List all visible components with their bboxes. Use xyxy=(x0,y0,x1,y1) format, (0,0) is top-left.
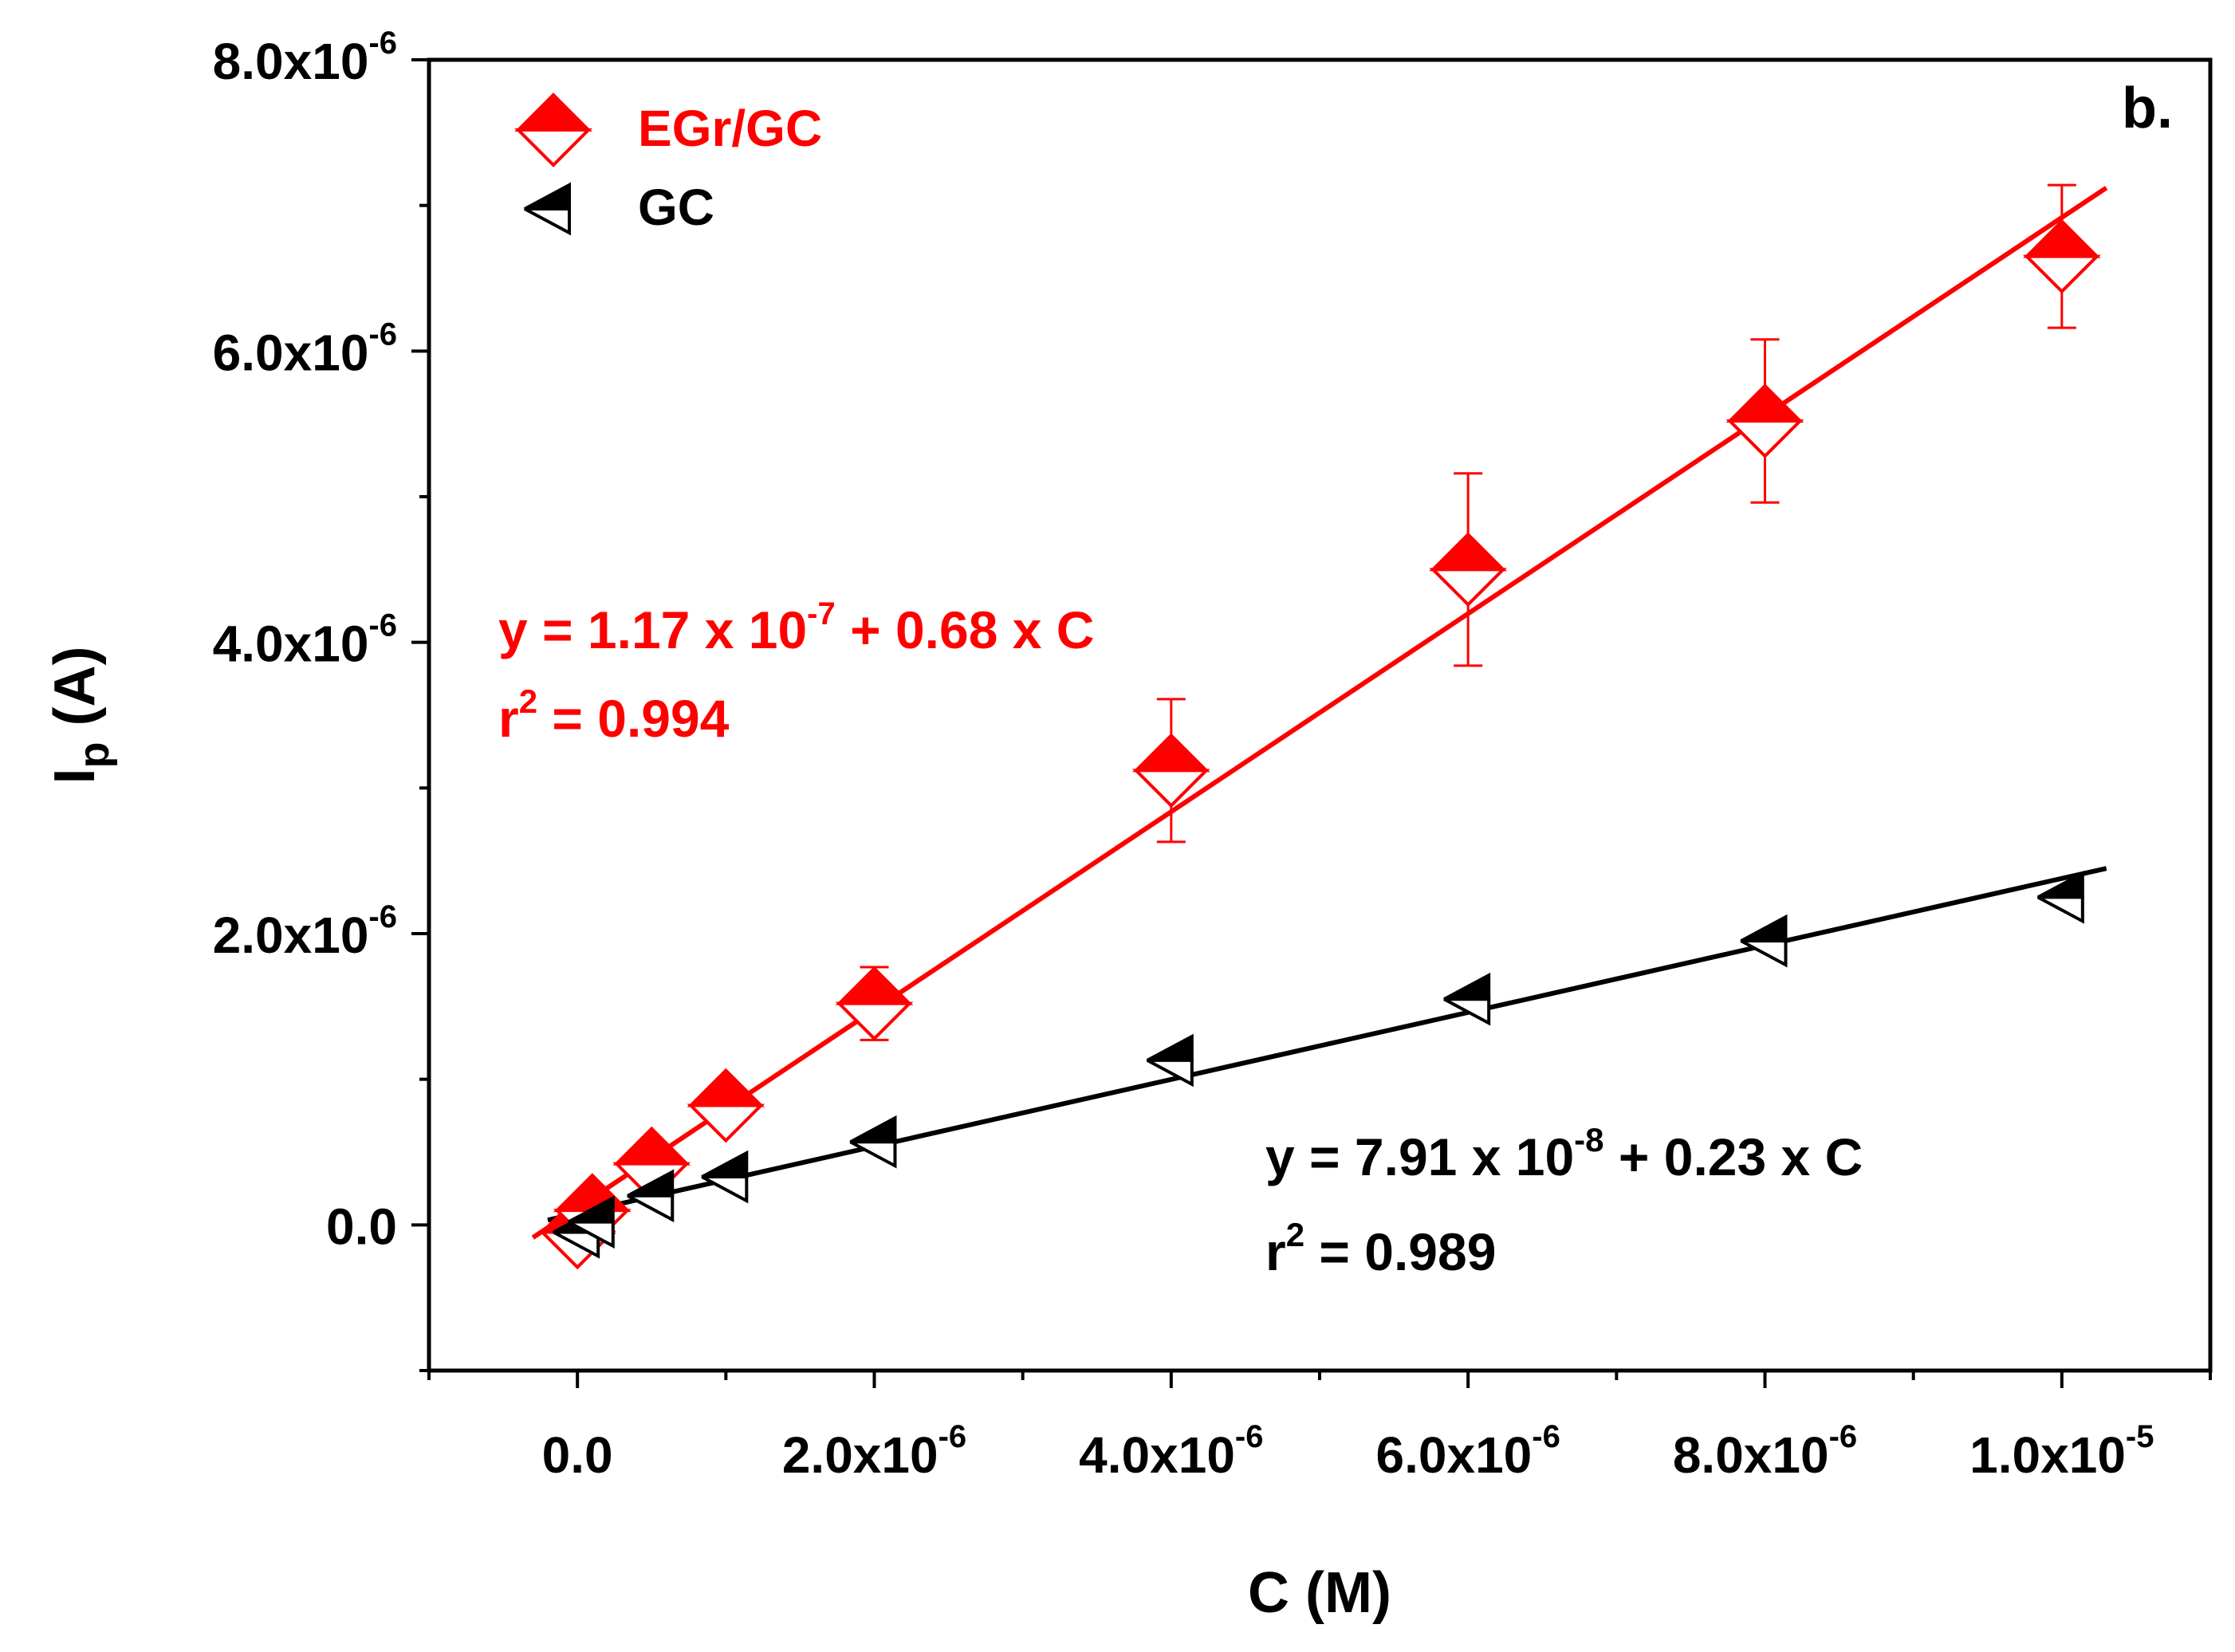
equation-egr-gc: y = 1.17 x 10-7 + 0.68 x C r2 = 0.994 xyxy=(498,596,1094,748)
data-point-egr-gc xyxy=(687,1068,765,1143)
y-tick-exponent: -6 xyxy=(368,317,397,352)
marker-diamond-bottom xyxy=(1429,568,1507,608)
y-tick-label: 2.0x10-6 xyxy=(213,899,397,964)
data-point-gc xyxy=(1443,972,1491,1026)
y-axis-title-main: I xyxy=(43,768,107,784)
data-points xyxy=(538,218,2101,1270)
y-tick-mantissa: 4.0x10 xyxy=(213,616,369,673)
legend-marker-egr-gc xyxy=(514,92,592,167)
x-tick-mantissa: 1.0x10 xyxy=(1969,1426,2126,1484)
data-point-gc xyxy=(849,1115,897,1169)
y-tick-exponent: -6 xyxy=(368,899,397,934)
legend-label-gc: GC xyxy=(638,179,714,236)
y-tick-exponent: -6 xyxy=(368,26,397,61)
equation-gc: y = 7.91 x 10-8 + 0.23 x C r2 = 0.989 xyxy=(1265,1121,1863,1281)
marker-diamond-bottom xyxy=(687,1103,765,1143)
data-point-gc xyxy=(1740,914,1788,968)
panel-label: b. xyxy=(2122,77,2173,140)
marker-triangle-bottom xyxy=(627,1194,675,1223)
tick-labels: 0.0 2.0x10-6 4.0x10-6 6.0x10-6 8.0x10-6 1.0x1… xyxy=(213,26,2154,1484)
marker-diamond-bottom xyxy=(835,1001,914,1041)
y-axis-title-unit: (A) xyxy=(43,647,107,742)
legend: EGr/GC GC xyxy=(514,92,822,236)
x-tick-mantissa: 6.0x10 xyxy=(1376,1426,1533,1484)
marker-triangle-bottom xyxy=(1443,997,1491,1026)
x-tick-mantissa: 2.0x10 xyxy=(782,1426,938,1484)
y-tick-mantissa: 0.0 xyxy=(326,1198,397,1255)
x-tick-exponent: -6 xyxy=(1532,1419,1560,1454)
legend-label-egr-gc: EGr/GC xyxy=(638,100,822,157)
tick-marks xyxy=(411,58,2212,1388)
marker-triangle-bottom xyxy=(1146,1058,1194,1088)
marker-triangle-bottom xyxy=(849,1140,897,1169)
y-tick-label: 0.0 xyxy=(326,1198,397,1255)
legend-diamond-icon xyxy=(514,92,592,167)
legend-triangle-icon xyxy=(524,182,571,236)
y-tick-exponent: -6 xyxy=(368,608,397,643)
x-tick-exponent: -6 xyxy=(1235,1419,1264,1454)
y-tick-label: 4.0x10-6 xyxy=(213,608,397,673)
x-tick-exponent: -5 xyxy=(2126,1419,2154,1454)
y-tick-mantissa: 8.0x10 xyxy=(213,33,369,90)
x-tick-label: 2.0x10-6 xyxy=(782,1419,966,1484)
x-tick-label: 6.0x10-6 xyxy=(1376,1419,1560,1484)
legend-marker-gc xyxy=(524,182,571,236)
data-point-gc xyxy=(627,1169,675,1223)
fit-line-gc xyxy=(547,866,2107,1223)
marker-triangle-bottom xyxy=(524,207,571,236)
fit-line-egr-gc xyxy=(531,186,2108,1240)
marker-diamond-bottom xyxy=(2023,254,2101,294)
x-tick-label: 8.0x10-6 xyxy=(1673,1419,1857,1484)
marker-triangle-bottom xyxy=(567,1220,615,1249)
x-tick-mantissa: 4.0x10 xyxy=(1079,1426,1235,1484)
x-tick-mantissa: 0.0 xyxy=(542,1426,613,1484)
x-tick-mantissa: 8.0x10 xyxy=(1673,1426,1829,1484)
data-point-gc xyxy=(567,1195,615,1249)
marker-triangle-bottom xyxy=(1740,939,1788,968)
y-tick-label: 6.0x10-6 xyxy=(213,317,397,381)
x-tick-exponent: -6 xyxy=(1829,1419,1858,1454)
data-point-gc xyxy=(1146,1033,1194,1088)
data-point-egr-gc xyxy=(1725,384,1804,458)
x-tick-label: 0.0 xyxy=(542,1426,613,1484)
y-axis-title-subscript: p xyxy=(70,741,118,768)
data-point-gc xyxy=(2036,870,2084,924)
y-tick-mantissa: 6.0x10 xyxy=(213,324,369,381)
marker-triangle-bottom xyxy=(701,1175,749,1204)
fit-lines xyxy=(531,186,2108,1240)
data-point-egr-gc xyxy=(1429,532,1507,608)
equation-egr-gc-line2: r2 = 0.994 xyxy=(498,682,730,748)
x-axis-title: C (M) xyxy=(1248,1561,1391,1625)
marker-diamond-bottom xyxy=(1725,419,1804,458)
y-axis-title: Ip (A) xyxy=(43,647,118,785)
equation-gc-line1: y = 7.91 x 10-8 + 0.23 x C xyxy=(1265,1121,1863,1186)
data-point-egr-gc xyxy=(2023,218,2101,294)
data-point-egr-gc xyxy=(835,966,914,1041)
data-point-egr-gc xyxy=(1132,733,1210,808)
equation-gc-line2: r2 = 0.989 xyxy=(1265,1216,1496,1281)
y-tick-label: 8.0x10-6 xyxy=(213,26,397,90)
y-tick-mantissa: 2.0x10 xyxy=(213,907,369,964)
marker-triangle-bottom xyxy=(553,1230,600,1259)
x-tick-exponent: -6 xyxy=(938,1419,967,1454)
x-tick-label: 4.0x10-6 xyxy=(1079,1419,1263,1484)
x-tick-label: 1.0x10-5 xyxy=(1969,1419,2154,1484)
marker-diamond-bottom xyxy=(514,128,592,167)
marker-diamond-bottom xyxy=(1132,769,1210,808)
equation-egr-gc-line1: y = 1.17 x 10-7 + 0.68 x C xyxy=(498,596,1094,659)
data-point-gc xyxy=(701,1150,749,1204)
marker-triangle-bottom xyxy=(2036,895,2084,924)
